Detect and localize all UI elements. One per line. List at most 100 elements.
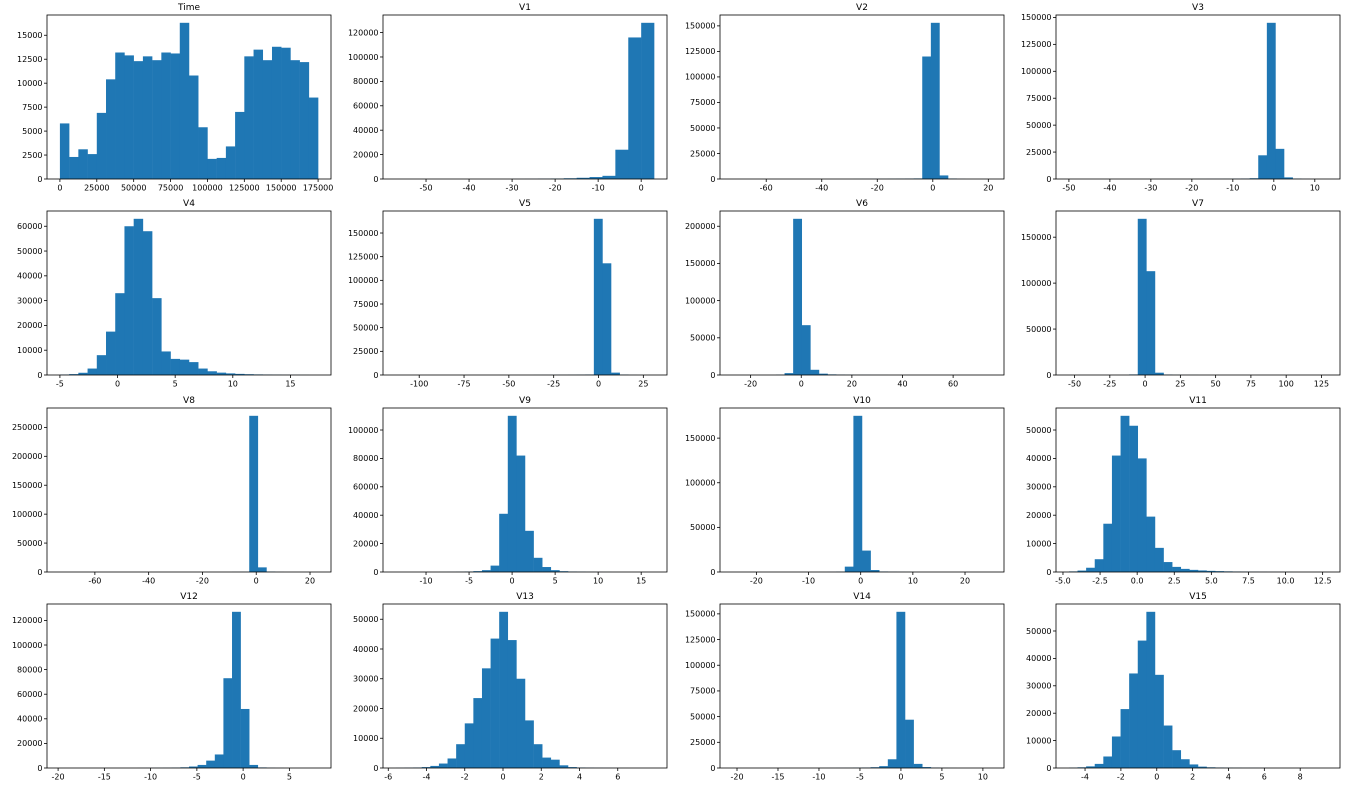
subplot-V10: -20 -10 0 10 20 0 50000 100000 150000 V10	[673, 393, 1009, 589]
axes-border	[1055, 14, 1341, 180]
x-tick-label: 0	[1271, 184, 1276, 193]
y-tick-label: 0	[710, 371, 715, 380]
x-tick-label: -60	[759, 184, 772, 193]
histogram-V8: -60 -40 -20 0 20 0 50000 100000 150000 200000 2500…	[12, 396, 332, 585]
subplot-V13: -6 -4 -2 0 2 4 6 0 10000 20000 30000 40000 50000 V13	[336, 589, 672, 785]
x-tick-label: 5	[173, 380, 178, 389]
y-axis: 0 20000 40000 60000 80000 100000 120000	[348, 28, 384, 184]
y-tick-label: 50000	[1026, 121, 1051, 130]
histogram-V9: -10 -5 0 5 10 15 0 20000 40000 60000 80000 100000 V9	[348, 396, 668, 585]
x-tick-label: 0.0	[1131, 576, 1144, 585]
x-tick-label: -50	[1068, 380, 1081, 389]
x-tick-label: -2	[1117, 772, 1125, 781]
plot-title: V11	[1189, 396, 1207, 406]
x-tick-label: 10	[977, 772, 987, 781]
subplot-V11: -5.0 -2.5 0.0 2.5 5.0 7.5 10.0 12.5 0 10000 20000 3…	[1009, 393, 1345, 589]
y-tick-label: 40000	[17, 714, 42, 723]
x-tick-label: 2	[539, 772, 544, 781]
x-tick-label: 15	[636, 576, 646, 585]
plot-title: V14	[853, 592, 871, 602]
y-tick-label: 20000	[353, 539, 378, 548]
subplot-V2: -60 -40 -20 0 20 0 25000 50000 75000 100000 125000…	[673, 0, 1009, 196]
y-tick-label: 150000	[685, 610, 716, 619]
y-tick-label: 100000	[348, 53, 379, 62]
x-tick-label: -20	[549, 184, 562, 193]
y-axis: 0 50000 100000 150000 200000	[685, 222, 720, 380]
y-tick-label: 120000	[348, 28, 379, 37]
x-tick-label: 7.5	[1242, 576, 1255, 585]
x-tick-label: 25000	[84, 184, 109, 193]
x-tick-label: 0	[898, 772, 903, 781]
x-tick-label: -6	[385, 772, 393, 781]
y-tick-label: 50000	[690, 712, 715, 721]
x-axis: -4 -2 0 2 4 6 8	[1081, 767, 1303, 781]
x-tick-label: -4	[423, 772, 431, 781]
x-tick-label: 125	[1314, 380, 1329, 389]
x-tick-label: 175000	[303, 184, 334, 193]
axes-border	[1055, 407, 1341, 573]
subplot-V4: -5 0 5 10 15 0 10000 20000 30000 40000 50000 60000 V…	[0, 196, 336, 392]
x-axis: -50 -40 -30 -20 -10 0	[420, 179, 644, 193]
y-tick-label: 20000	[1026, 709, 1051, 718]
plot-title: V13	[517, 592, 535, 602]
y-tick-label: 7500	[22, 103, 42, 112]
x-axis: -50 -25 0 25 50 75 100 125	[1068, 375, 1329, 389]
subplot-Time: 0 25000 50000 75000 100000 125000 150000 175000…	[0, 0, 336, 196]
y-axis: 0 2500 5000 7500 10000 12500 15000	[17, 31, 48, 184]
y-tick-label: 0	[38, 764, 43, 773]
y-tick-label: 50000	[17, 539, 42, 548]
x-tick-label: 6	[1262, 772, 1267, 781]
bars	[533, 219, 638, 376]
y-axis: 0 10000 20000 30000 40000 50000	[353, 615, 384, 773]
y-tick-label: 50000	[1026, 425, 1051, 434]
bars	[396, 611, 629, 768]
x-tick-label: 20	[983, 184, 993, 193]
bars	[512, 22, 655, 180]
x-tick-label: 0	[241, 772, 246, 781]
x-tick-label: -50	[1062, 184, 1075, 193]
y-tick-label: 100000	[685, 73, 716, 82]
y-tick-label: 0	[1046, 371, 1051, 380]
y-tick-label: 0	[1046, 175, 1051, 184]
x-tick-label: -4	[1081, 772, 1089, 781]
y-tick-label: 15000	[17, 31, 42, 40]
y-tick-label: 0	[1046, 567, 1051, 576]
y-tick-label: 0	[38, 371, 43, 380]
x-tick-label: -40	[815, 184, 828, 193]
y-tick-label: 125000	[348, 253, 379, 262]
y-tick-label: 80000	[353, 454, 378, 463]
x-tick-label: 10.0	[1277, 576, 1295, 585]
y-tick-label: 20000	[1026, 511, 1051, 520]
y-tick-label: 25000	[1026, 148, 1051, 157]
y-tick-label: 150000	[12, 481, 43, 490]
y-tick-label: 30000	[1026, 681, 1051, 690]
y-tick-label: 200000	[12, 452, 43, 461]
y-tick-label: 20000	[353, 704, 378, 713]
y-tick-label: 0	[710, 567, 715, 576]
x-tick-label: -20	[749, 576, 762, 585]
x-tick-label: -30	[506, 184, 519, 193]
subplot-V9: -10 -5 0 5 10 15 0 20000 40000 60000 80000 100000 V9	[336, 393, 672, 589]
axes-border	[46, 603, 332, 769]
y-tick-label: 25000	[690, 149, 715, 158]
axes-border	[719, 14, 1005, 180]
y-tick-label: 200000	[685, 222, 716, 231]
x-tick-label: 0	[501, 772, 506, 781]
x-tick-label: 4	[1226, 772, 1231, 781]
y-tick-label: 75000	[1026, 94, 1051, 103]
plot-title: V4	[183, 199, 195, 209]
y-tick-label: 100000	[348, 277, 379, 286]
x-tick-label: -40	[142, 576, 155, 585]
x-tick-label: -10	[144, 772, 157, 781]
x-tick-label: -10	[592, 184, 605, 193]
y-axis: 0 20000 40000 60000 80000 100000	[348, 425, 384, 576]
y-tick-label: 150000	[348, 229, 379, 238]
x-tick-label: -10	[802, 576, 815, 585]
y-tick-label: 150000	[685, 434, 716, 443]
y-axis: 0 10000 20000 30000 40000 50000	[1026, 425, 1056, 576]
y-tick-label: 75000	[353, 300, 378, 309]
x-tick-label: 5	[553, 576, 558, 585]
histogram-V12: -20 -15 -10 -5 0 5 0 20000 40000 60000 80000 100000…	[12, 592, 332, 781]
x-tick-label: 0	[1142, 380, 1147, 389]
